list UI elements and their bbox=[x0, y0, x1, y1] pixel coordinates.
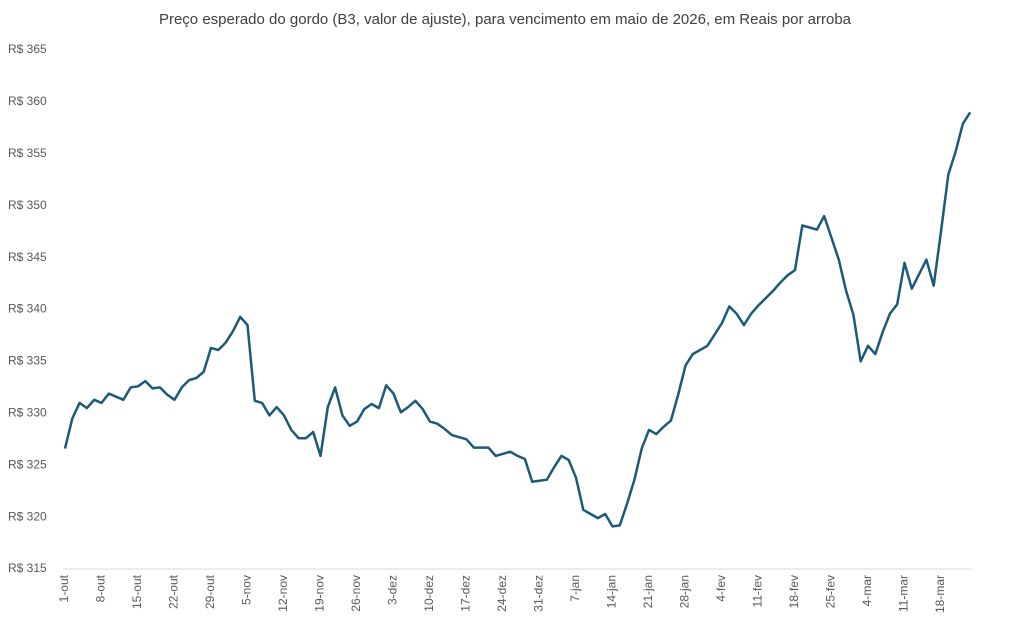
x-tick-label: 12-nov bbox=[276, 575, 290, 612]
y-tick-label: R$ 350 bbox=[8, 198, 47, 212]
x-tick-label: 14-jan bbox=[605, 575, 619, 608]
y-tick-label: R$ 345 bbox=[8, 250, 47, 264]
x-tick-label: 3-dez bbox=[386, 575, 400, 605]
x-tick-label: 31-dez bbox=[532, 575, 546, 612]
x-tick-label: 1-out bbox=[57, 574, 71, 602]
y-tick-label: R$ 320 bbox=[8, 509, 47, 523]
y-tick-label: R$ 325 bbox=[8, 457, 47, 471]
x-tick-label: 10-dez bbox=[422, 575, 436, 612]
x-tick-label: 17-dez bbox=[459, 575, 473, 612]
x-tick-label: 11-mar bbox=[897, 575, 911, 612]
x-tick-label: 11-fev bbox=[751, 575, 765, 607]
y-tick-label: R$ 315 bbox=[8, 561, 47, 575]
x-tick-label: 18-mar bbox=[933, 575, 947, 613]
x-tick-label: 26-nov bbox=[349, 575, 363, 612]
y-tick-label: R$ 355 bbox=[8, 146, 47, 160]
x-tick-label: 25-fev bbox=[824, 575, 838, 608]
x-tick-label: 15-out bbox=[130, 574, 144, 609]
y-tick-label: R$ 335 bbox=[8, 354, 47, 368]
chart-title: Preço esperado do gordo (B3, valor de aj… bbox=[159, 11, 852, 28]
y-tick-label: R$ 330 bbox=[8, 405, 47, 419]
x-tick-label: 29-out bbox=[203, 574, 217, 609]
y-tick-label: R$ 365 bbox=[8, 42, 47, 56]
x-tick-label: 5-nov bbox=[240, 575, 254, 605]
price-line bbox=[63, 111, 972, 528]
x-tick-label: 7-jan bbox=[568, 575, 582, 602]
x-tick-label: 21-jan bbox=[641, 575, 655, 608]
x-tick-label: 8-out bbox=[94, 574, 108, 602]
x-tick-label: 18-fev bbox=[787, 575, 801, 608]
x-tick-label: 28-jan bbox=[678, 575, 692, 608]
x-tick-label: 4-mar bbox=[860, 575, 874, 606]
x-tick-label: 22-out bbox=[167, 574, 181, 609]
x-tick-label: 4-fev bbox=[714, 575, 728, 602]
y-tick-label: R$ 340 bbox=[8, 302, 47, 316]
y-tick-label: R$ 360 bbox=[8, 94, 47, 108]
x-tick-label: 19-nov bbox=[313, 575, 327, 612]
x-tick-label: 24-dez bbox=[495, 575, 509, 612]
